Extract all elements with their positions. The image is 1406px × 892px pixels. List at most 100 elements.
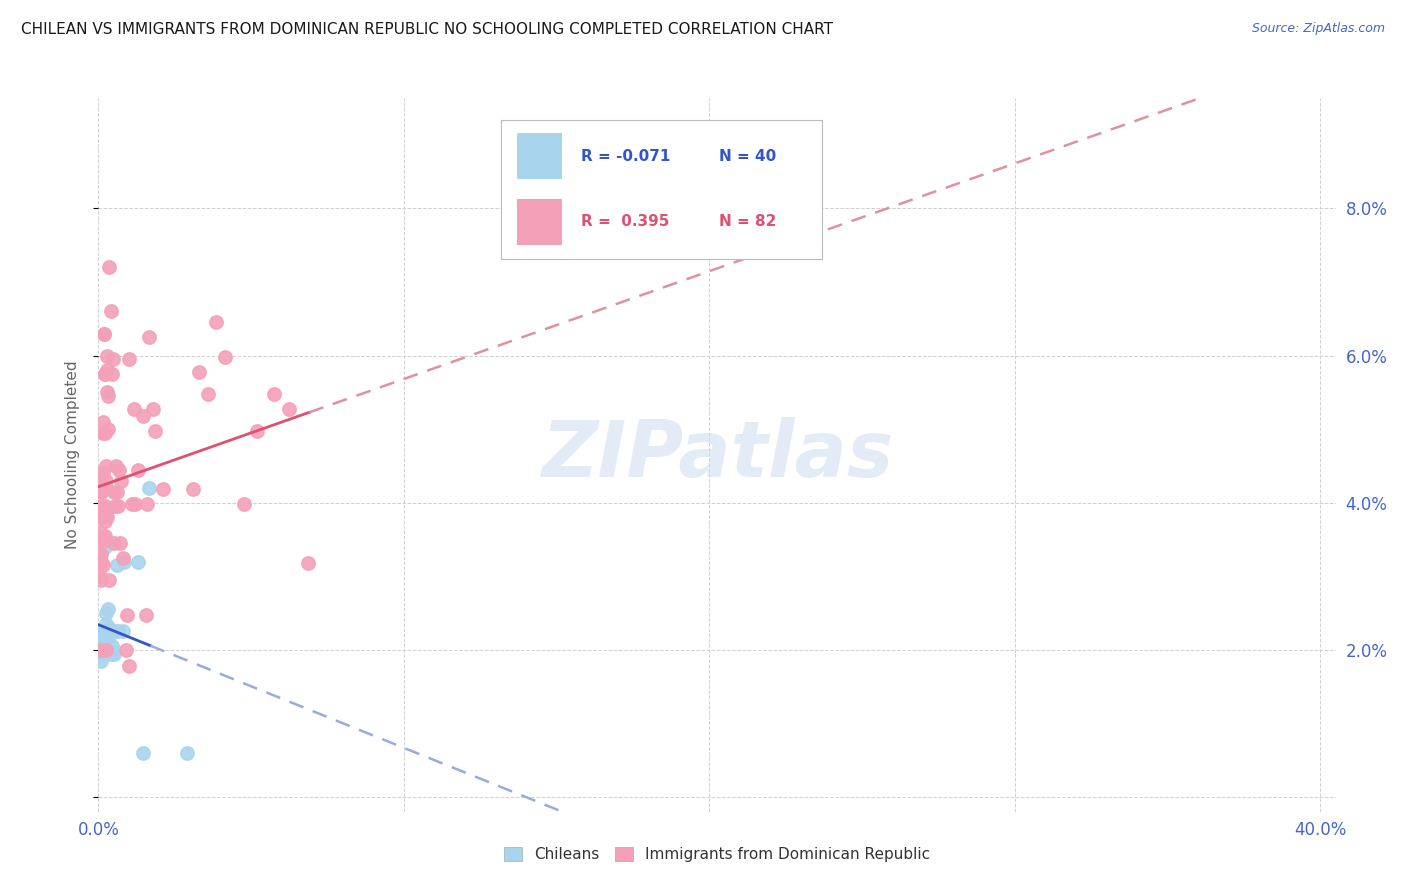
- Point: [100, 647, 122, 661]
- Point: [91, 425, 114, 440]
- Point: [124, 497, 146, 511]
- Point: [107, 624, 129, 639]
- Point: [101, 367, 124, 381]
- Point: [90, 510, 112, 524]
- Point: [91, 624, 114, 639]
- Point: [90, 510, 112, 524]
- Point: [98, 643, 121, 657]
- Y-axis label: No Schooling Completed: No Schooling Completed: [65, 360, 80, 549]
- Point: [278, 401, 301, 416]
- Point: [90, 533, 112, 547]
- Point: [89, 569, 111, 583]
- Point: [93, 367, 115, 381]
- Point: [98, 621, 121, 635]
- Point: [214, 350, 236, 364]
- Point: [98, 260, 121, 275]
- Point: [89, 643, 111, 657]
- Point: [93, 500, 115, 514]
- Point: [93, 632, 115, 646]
- Point: [91, 558, 114, 573]
- Point: [89, 510, 111, 524]
- Point: [98, 573, 121, 587]
- Text: ZIPatlas: ZIPatlas: [541, 417, 893, 493]
- Point: [90, 477, 112, 491]
- Point: [93, 367, 115, 381]
- Point: [117, 607, 139, 622]
- Point: [90, 654, 112, 668]
- Point: [205, 316, 228, 330]
- Point: [105, 458, 128, 473]
- Point: [90, 573, 112, 587]
- Point: [176, 746, 198, 760]
- Point: [101, 639, 124, 653]
- Point: [93, 533, 115, 547]
- Point: [138, 330, 160, 344]
- Point: [93, 425, 115, 440]
- Point: [104, 624, 127, 639]
- Point: [132, 746, 155, 760]
- Point: [132, 409, 155, 423]
- Point: [112, 555, 135, 569]
- Point: [90, 484, 112, 499]
- Point: [107, 500, 129, 514]
- Point: [135, 607, 157, 622]
- Point: [91, 481, 114, 495]
- Point: [263, 387, 285, 401]
- Point: [118, 352, 141, 367]
- Point: [97, 422, 120, 436]
- Point: [96, 363, 118, 377]
- Point: [118, 659, 141, 673]
- Point: [90, 632, 112, 646]
- Point: [111, 624, 134, 639]
- Point: [127, 462, 149, 476]
- Point: [94, 458, 117, 473]
- Point: [90, 628, 112, 642]
- Point: [94, 628, 117, 642]
- Point: [100, 624, 122, 639]
- Point: [181, 483, 204, 497]
- Point: [232, 497, 254, 511]
- Point: [90, 547, 112, 561]
- Point: [297, 556, 319, 570]
- Point: [105, 484, 128, 499]
- Point: [104, 500, 127, 514]
- Point: [100, 304, 122, 318]
- Point: [93, 481, 115, 495]
- Point: [94, 624, 117, 639]
- Point: [94, 606, 117, 620]
- Point: [93, 540, 115, 554]
- Legend: Chileans, Immigrants from Dominican Republic: Chileans, Immigrants from Dominican Repu…: [498, 841, 936, 868]
- Point: [108, 462, 131, 476]
- Point: [91, 510, 114, 524]
- Point: [121, 497, 143, 511]
- Point: [96, 510, 118, 524]
- Point: [94, 507, 117, 521]
- Point: [93, 529, 115, 543]
- Point: [115, 643, 138, 657]
- Point: [93, 635, 115, 649]
- Point: [97, 632, 120, 646]
- Point: [127, 555, 149, 569]
- Point: [90, 484, 112, 499]
- Point: [91, 635, 114, 649]
- Point: [101, 352, 124, 367]
- Point: [91, 467, 114, 481]
- Point: [110, 474, 132, 488]
- Point: [90, 639, 112, 653]
- Point: [97, 389, 120, 403]
- Point: [105, 558, 128, 573]
- Point: [91, 628, 114, 642]
- Point: [103, 484, 125, 499]
- Point: [91, 639, 114, 653]
- Point: [103, 536, 125, 550]
- Point: [135, 497, 157, 511]
- Point: [91, 643, 114, 657]
- Point: [94, 643, 117, 657]
- Point: [93, 643, 115, 657]
- Point: [90, 467, 112, 481]
- Point: [90, 647, 112, 661]
- Point: [93, 514, 115, 528]
- Point: [94, 617, 117, 632]
- Point: [152, 483, 174, 497]
- Text: CHILEAN VS IMMIGRANTS FROM DOMINICAN REPUBLIC NO SCHOOLING COMPLETED CORRELATION: CHILEAN VS IMMIGRANTS FROM DOMINICAN REP…: [21, 22, 834, 37]
